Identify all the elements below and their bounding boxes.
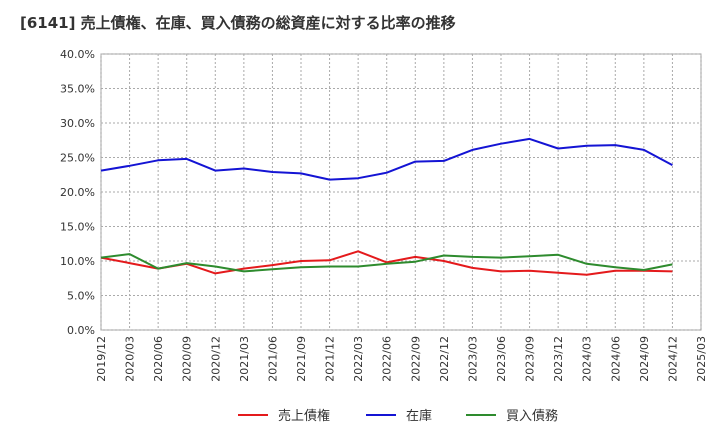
y-tick-label: 20.0% bbox=[60, 186, 95, 199]
x-tick-label: 2023/03 bbox=[466, 336, 479, 382]
series-line-買入債務 bbox=[100, 253, 673, 273]
x-tick-label: 2020/09 bbox=[181, 336, 194, 382]
x-tick-label: 2024/03 bbox=[581, 336, 594, 382]
x-tick-label: 2024/09 bbox=[638, 336, 651, 382]
x-tick-label: 2022/09 bbox=[409, 336, 422, 382]
x-tick-label: 2022/12 bbox=[438, 336, 451, 382]
y-tick-label: 10.0% bbox=[60, 255, 95, 268]
x-tick-label: 2019/12 bbox=[95, 336, 108, 382]
x-tick-label: 2020/03 bbox=[124, 336, 137, 382]
y-tick-label: 40.0% bbox=[60, 48, 95, 61]
x-tick-label: 2021/03 bbox=[238, 336, 251, 382]
x-tick-label: 2024/06 bbox=[609, 336, 622, 382]
x-tick-label: 2023/12 bbox=[552, 336, 565, 382]
y-tick-label: 5.0% bbox=[67, 290, 95, 303]
legend-label: 買入債務 bbox=[506, 409, 558, 424]
y-tick-label: 30.0% bbox=[60, 117, 95, 130]
series-line-在庫 bbox=[100, 137, 673, 181]
x-tick-label: 2020/12 bbox=[209, 336, 222, 382]
y-tick-label: 15.0% bbox=[60, 221, 95, 234]
series-line-売上債権 bbox=[100, 250, 673, 276]
x-tick-label: 2023/06 bbox=[495, 336, 508, 382]
y-tick-label: 25.0% bbox=[60, 152, 95, 165]
legend-label: 在庫 bbox=[406, 409, 432, 424]
y-tick-label: 0.0% bbox=[67, 324, 95, 337]
x-tick-label: 2021/12 bbox=[324, 336, 337, 382]
x-tick-label: 2022/06 bbox=[381, 336, 394, 382]
x-tick-label: 2022/03 bbox=[352, 336, 365, 382]
x-tick-label: 2021/09 bbox=[295, 336, 308, 382]
x-tick-label: 2024/12 bbox=[666, 336, 679, 382]
x-tick-label: 2023/09 bbox=[524, 336, 537, 382]
y-tick-label: 35.0% bbox=[60, 83, 95, 96]
chart-title: [6141] 売上債権、在庫、買入債務の総資産に対する比率の推移 bbox=[20, 14, 456, 32]
legend-label: 売上債権 bbox=[278, 408, 330, 424]
x-tick-label: 2020/06 bbox=[152, 336, 165, 382]
x-tick-label: 2025/03 bbox=[695, 336, 708, 382]
x-tick-label: 2021/06 bbox=[266, 336, 279, 382]
